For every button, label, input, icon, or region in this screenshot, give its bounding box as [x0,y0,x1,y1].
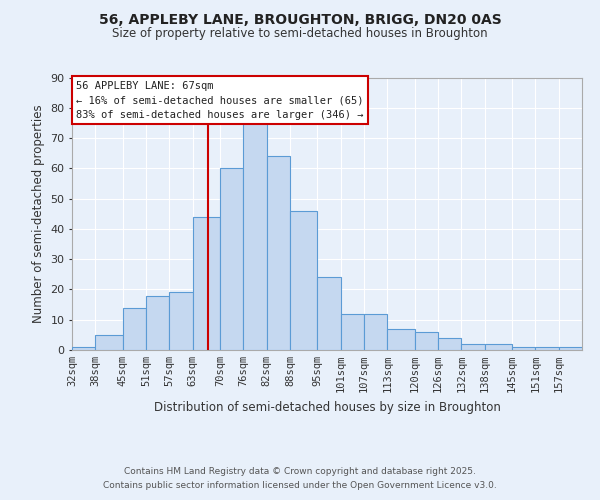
Bar [341,314,364,350]
Bar [559,347,582,350]
Bar [243,123,266,350]
Text: 56, APPLEBY LANE, BROUGHTON, BRIGG, DN20 0AS: 56, APPLEBY LANE, BROUGHTON, BRIGG, DN20… [98,12,502,26]
Bar [388,329,415,350]
Bar [290,210,317,350]
Bar [95,335,122,350]
X-axis label: Distribution of semi-detached houses by size in Broughton: Distribution of semi-detached houses by … [154,400,500,413]
Bar [364,314,388,350]
Text: 56 APPLEBY LANE: 67sqm
← 16% of semi-detached houses are smaller (65)
83% of sem: 56 APPLEBY LANE: 67sqm ← 16% of semi-det… [76,80,364,120]
Bar [72,347,95,350]
Bar [415,332,438,350]
Bar [317,278,341,350]
Bar [146,296,169,350]
Text: Size of property relative to semi-detached houses in Broughton: Size of property relative to semi-detach… [112,28,488,40]
Bar [512,347,535,350]
Text: Contains HM Land Registry data © Crown copyright and database right 2025.: Contains HM Land Registry data © Crown c… [124,467,476,476]
Bar [122,308,146,350]
Bar [485,344,512,350]
Bar [193,217,220,350]
Text: Contains public sector information licensed under the Open Government Licence v3: Contains public sector information licen… [103,481,497,490]
Y-axis label: Number of semi-detached properties: Number of semi-detached properties [32,104,44,323]
Bar [266,156,290,350]
Bar [169,292,193,350]
Bar [461,344,485,350]
Bar [220,168,243,350]
Bar [438,338,461,350]
Bar [535,347,559,350]
